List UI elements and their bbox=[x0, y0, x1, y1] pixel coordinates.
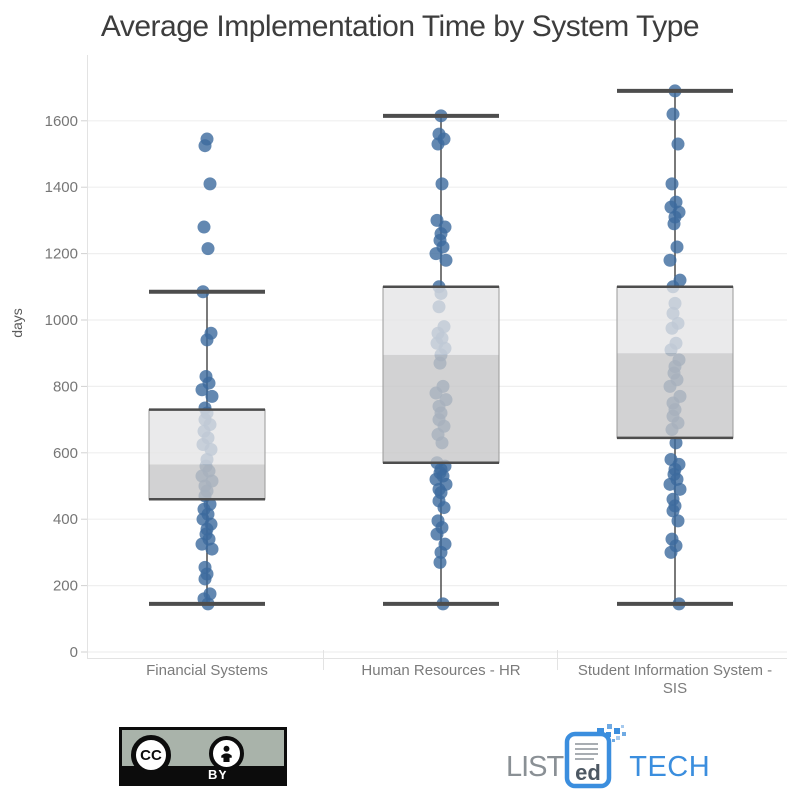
jitter-point bbox=[430, 527, 444, 541]
jitter-point bbox=[665, 177, 679, 191]
box-lower-half bbox=[617, 353, 733, 438]
jitter-point bbox=[195, 537, 209, 551]
y-tick-label: 1400 bbox=[45, 179, 78, 196]
jitter-point bbox=[670, 240, 684, 254]
jitter-point bbox=[664, 545, 678, 559]
jitter-point bbox=[203, 177, 217, 191]
jitter-point bbox=[437, 501, 451, 515]
box-upper-half bbox=[617, 286, 733, 354]
jitter-point bbox=[429, 247, 443, 261]
category-label: SIS bbox=[663, 680, 687, 697]
jitter-point bbox=[671, 137, 685, 151]
box-lower-half bbox=[383, 354, 499, 463]
jitter-point bbox=[663, 253, 677, 267]
jitter-point bbox=[197, 220, 211, 234]
logo-text-list: LIST bbox=[506, 751, 564, 783]
cc-logo-icon: CC bbox=[131, 735, 171, 775]
jitter-point bbox=[431, 137, 445, 151]
jitter-point bbox=[666, 504, 680, 518]
y-tick-label: 1000 bbox=[45, 312, 78, 329]
jitter-point bbox=[195, 383, 209, 397]
logo-text-ed: ed bbox=[575, 760, 601, 785]
box-lower-half bbox=[149, 464, 265, 500]
jitter-point bbox=[667, 217, 681, 231]
y-tick-label: 1600 bbox=[45, 113, 78, 130]
category-label: Human Resources - HR bbox=[361, 662, 520, 679]
y-tick-label: 400 bbox=[53, 511, 78, 528]
jitter-point bbox=[205, 389, 219, 403]
person-glyph bbox=[221, 745, 232, 763]
jitter-point bbox=[435, 177, 449, 191]
box-upper-half bbox=[383, 286, 499, 355]
chart-title: Average Implementation Time by System Ty… bbox=[100, 10, 700, 43]
jitter-point bbox=[201, 242, 215, 256]
axis-lines-group bbox=[87, 55, 787, 670]
jitter-point bbox=[205, 542, 219, 556]
logo-text-tech: TECH bbox=[629, 751, 711, 783]
category-label: Student Information System - bbox=[578, 662, 772, 679]
document-icon: ed bbox=[564, 724, 628, 790]
attribution-person-icon bbox=[209, 736, 244, 771]
jitter-point bbox=[673, 482, 687, 496]
category-label: Financial Systems bbox=[146, 662, 268, 679]
pixel-dots bbox=[597, 724, 627, 742]
jitter-point bbox=[433, 555, 447, 569]
jitter-point bbox=[669, 436, 683, 450]
y-axis-ticks-group: 0 200 400 600 800 1000 1200 1400 1600 bbox=[45, 113, 87, 661]
jitter-point bbox=[671, 514, 685, 528]
jitter-point bbox=[663, 477, 677, 491]
listedtech-logo: LIST ed bbox=[506, 724, 710, 790]
cc-by-license-badge: CC BY bbox=[119, 727, 287, 786]
jitter-point bbox=[666, 107, 680, 121]
y-tick-label: 200 bbox=[53, 578, 78, 595]
cc-logo-text: CC bbox=[140, 746, 162, 764]
jitter-point bbox=[198, 572, 212, 586]
cc-by-label: BY bbox=[208, 767, 229, 782]
jitter-point bbox=[439, 253, 453, 267]
jitter-point bbox=[200, 333, 214, 347]
y-tick-label: 0 bbox=[70, 644, 78, 661]
category-labels-group: Financial Systems Human Resources - HR Stu… bbox=[146, 662, 772, 697]
jitter-point bbox=[198, 139, 212, 153]
y-tick-label: 800 bbox=[53, 378, 78, 395]
document-icon-svg: ed bbox=[565, 724, 627, 789]
y-axis-label: days bbox=[9, 308, 25, 338]
jitter-point bbox=[434, 545, 448, 559]
jitter-point bbox=[429, 472, 443, 486]
y-tick-label: 1200 bbox=[45, 246, 78, 263]
box-upper-half bbox=[149, 409, 265, 465]
y-tick-label: 600 bbox=[53, 445, 78, 462]
boxes-group bbox=[148, 88, 734, 606]
